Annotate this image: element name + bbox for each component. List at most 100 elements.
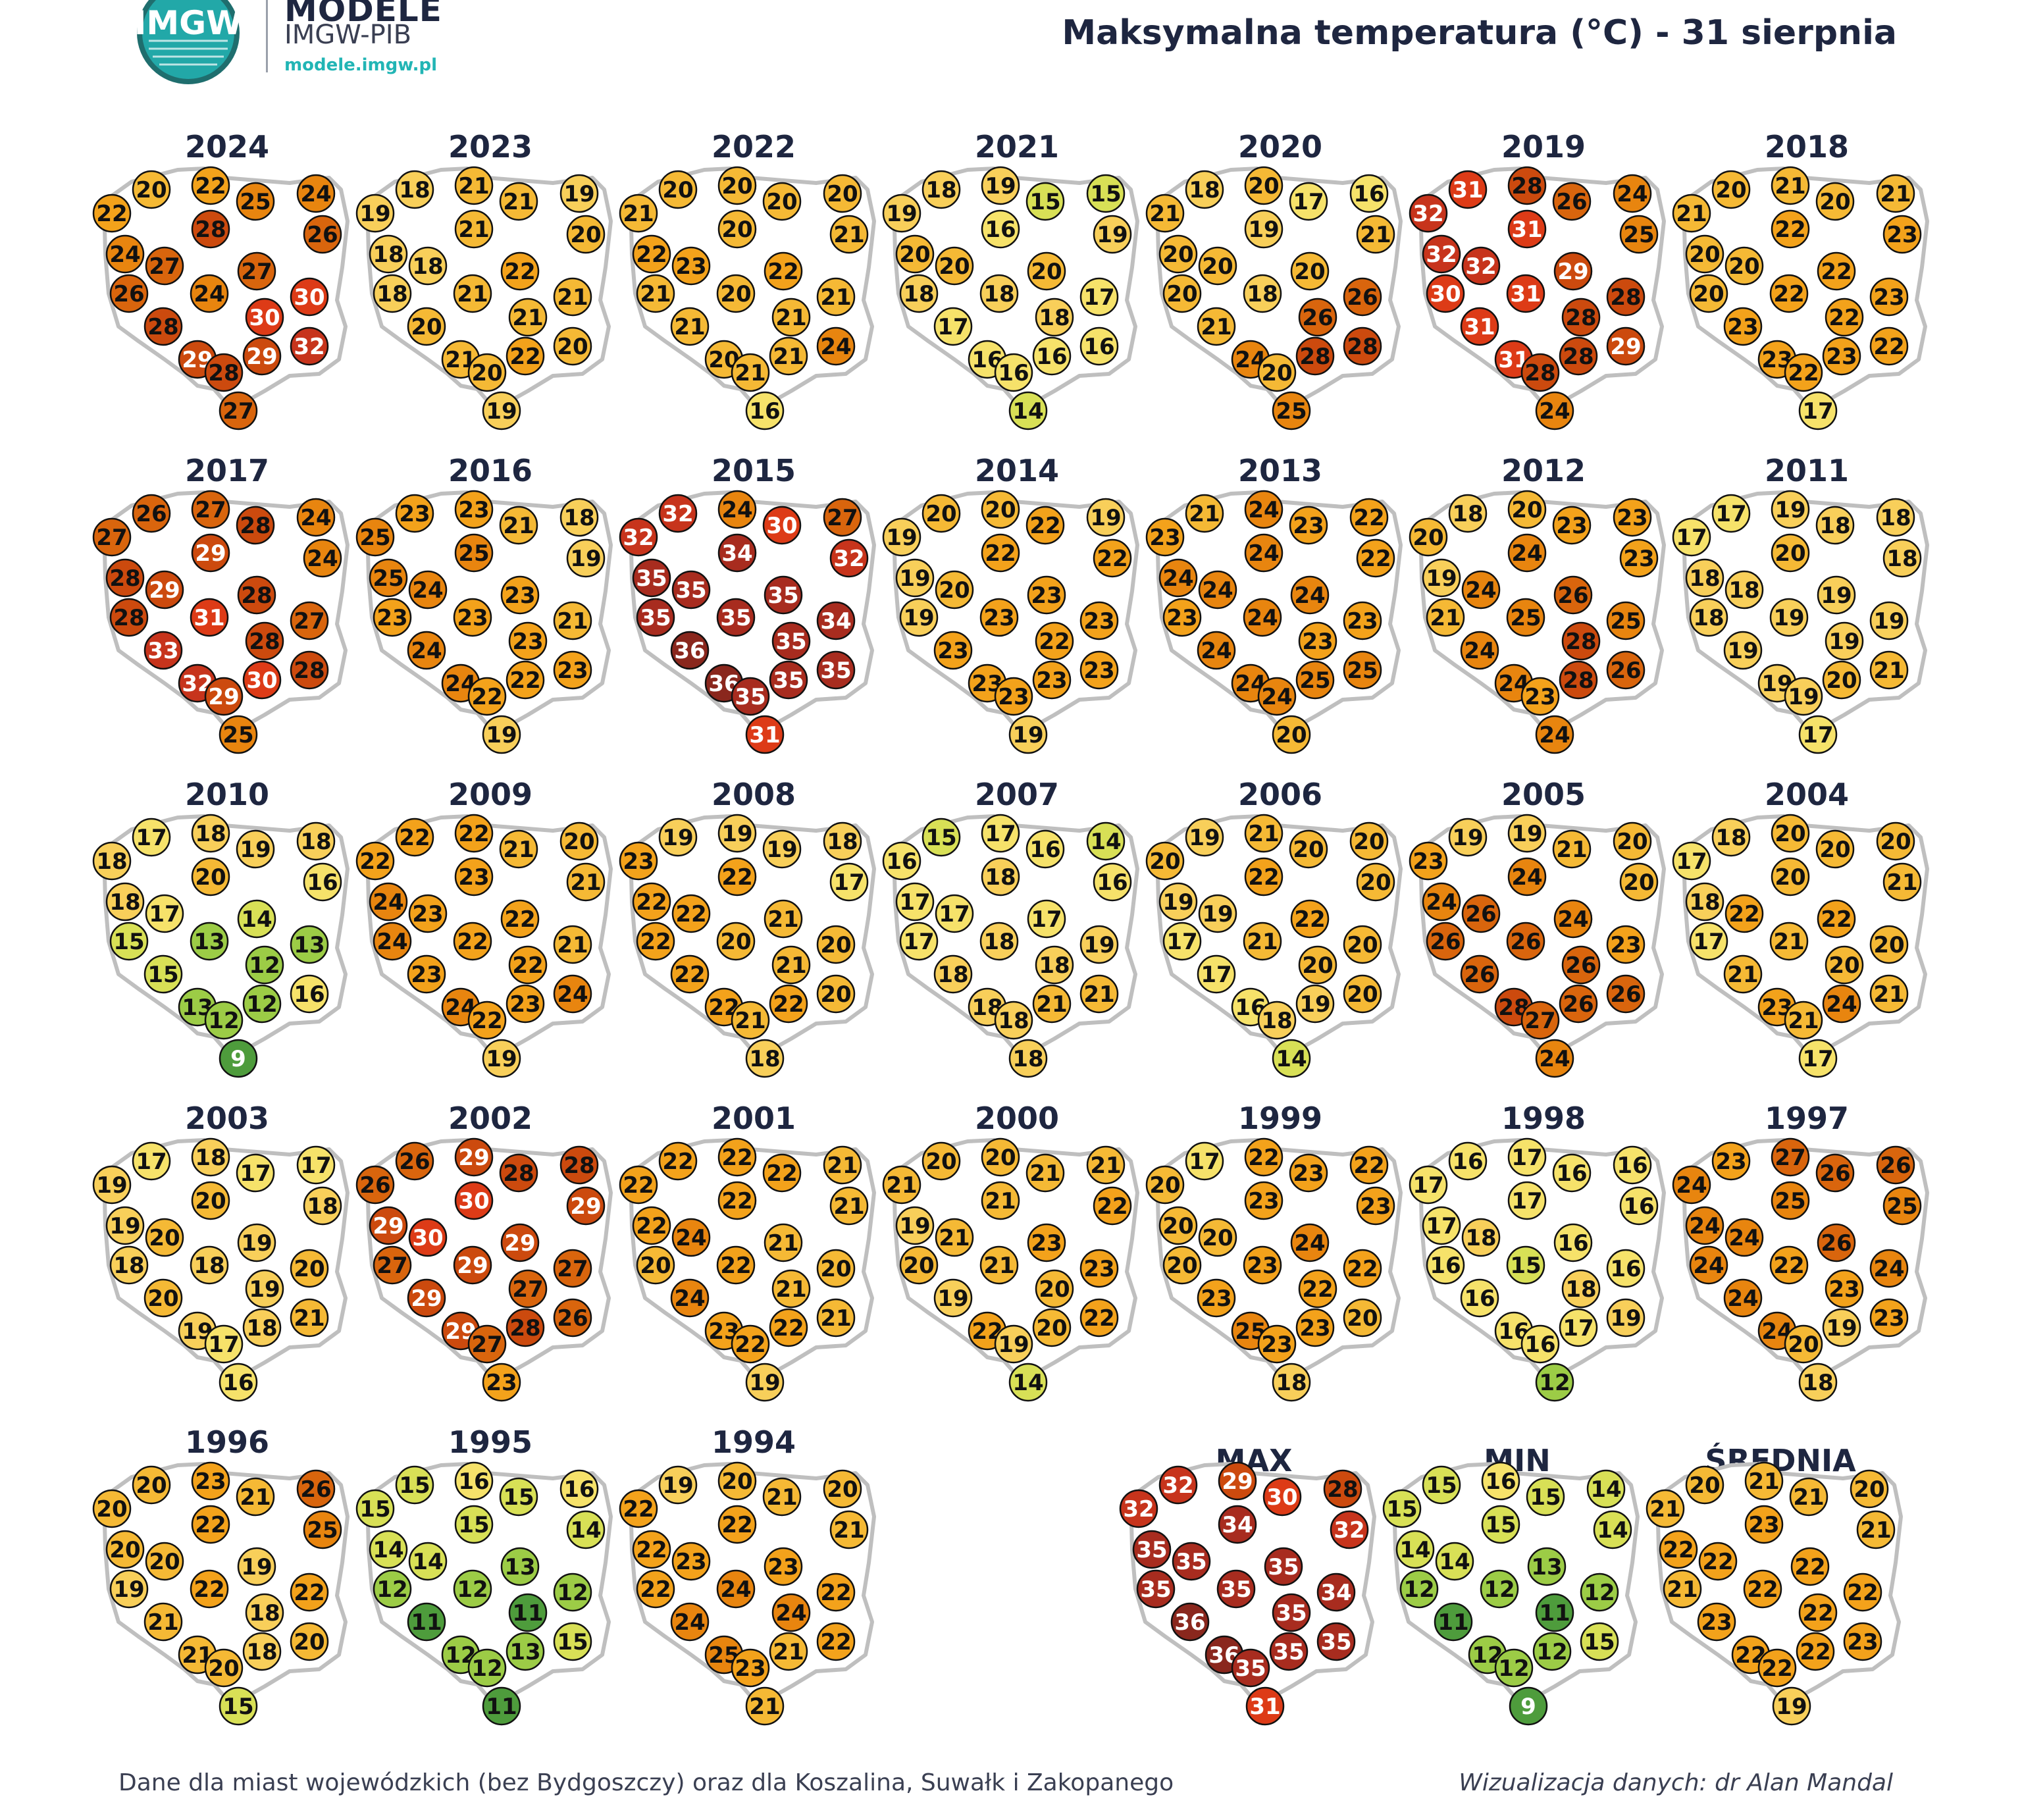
station-value: 18 (1012, 1046, 1043, 1072)
station-circle (981, 814, 1020, 853)
station-value: 24 (411, 638, 442, 664)
station-marker: 21 (1145, 194, 1185, 233)
station-circle (143, 954, 183, 994)
station-marker: 15 (553, 1622, 592, 1661)
station-value: 23 (937, 638, 968, 664)
station-value: 12 (1498, 1655, 1529, 1682)
station-circle (1132, 1530, 1172, 1569)
station-value: 17 (1511, 1188, 1542, 1214)
station-value: 19 (563, 181, 594, 207)
station-value: 20 (1360, 870, 1391, 896)
station-marker: 25 (1295, 660, 1335, 700)
station-circle (1876, 174, 1915, 213)
station-marker: 23 (1079, 601, 1119, 640)
station-marker: 22 (191, 1505, 230, 1544)
station-circle (1815, 829, 1855, 869)
station-circle (1197, 954, 1236, 994)
station-marker: 25 (303, 1510, 342, 1549)
station-circle (1244, 814, 1283, 853)
station-value: 23 (998, 684, 1029, 710)
station-circle (1798, 1039, 1838, 1078)
station-circle (1882, 1186, 1922, 1226)
station-value: 15 (458, 1512, 489, 1538)
station-marker: 19 (109, 1569, 149, 1609)
station-circle (1869, 1298, 1909, 1338)
station-circle (1869, 974, 1909, 1014)
station-marker: 17 (1027, 899, 1066, 939)
station-value: 16 (458, 1469, 489, 1495)
station-value: 19 (1090, 505, 1121, 531)
station-marker: 20 (716, 274, 756, 313)
station-circle (1145, 194, 1185, 233)
station-marker: 21 (636, 274, 675, 313)
station-value: 24 (1689, 1213, 1720, 1239)
station-value: 32 (1162, 1472, 1193, 1499)
station-marker: 16 (559, 1469, 599, 1509)
station-circle (979, 1245, 1019, 1285)
station-value: 21 (1886, 870, 1917, 896)
station-circle (369, 234, 408, 274)
station-marker: 22 (453, 922, 492, 961)
station-marker: 21 (1856, 1510, 1896, 1549)
station-circle (1552, 1153, 1592, 1193)
station-value: 22 (359, 848, 390, 875)
station-value: 23 (1715, 1149, 1746, 1175)
station-circle (1272, 391, 1311, 430)
station-circle (636, 1245, 675, 1285)
station-circle (355, 194, 395, 233)
station-value: 18 (1689, 565, 1720, 592)
station-value: 22 (1821, 906, 1852, 933)
station-marker: 23 (1356, 1186, 1395, 1226)
station-value: 35 (640, 605, 671, 631)
station-value: 17 (1715, 501, 1746, 527)
station-marker: 18 (1243, 274, 1282, 313)
station-value: 20 (1775, 540, 1805, 567)
station-value: 23 (1248, 1188, 1279, 1214)
station-circle (1817, 899, 1856, 939)
station-circle (829, 215, 869, 254)
station-circle (1086, 174, 1126, 213)
station-marker: 19 (1825, 621, 1864, 661)
station-value: 20 (1826, 667, 1857, 694)
station-circle (1032, 1308, 1072, 1347)
station-circle (1672, 517, 1711, 557)
station-value: 22 (1821, 259, 1852, 285)
station-value: 32 (1413, 201, 1443, 227)
station-circle (1535, 1593, 1574, 1632)
station-circle (1771, 490, 1810, 529)
station-marker: 17 (1689, 922, 1728, 961)
station-marker: 18 (190, 1245, 229, 1285)
station-marker: 22 (500, 899, 540, 939)
station-marker: 18 (994, 1001, 1033, 1040)
station-value: 20 (985, 1145, 1016, 1171)
station-circle (143, 307, 183, 346)
station-value: 16 (1464, 1286, 1495, 1312)
station-marker: 26 (1553, 575, 1593, 615)
station-marker: 32 (1330, 1510, 1369, 1549)
station-marker: 21 (143, 1602, 183, 1642)
station-value: 29 (570, 1193, 601, 1220)
station-circle (1262, 1477, 1302, 1517)
station-circle (369, 1206, 408, 1245)
station-value: 22 (640, 929, 671, 955)
station-circle (395, 818, 434, 857)
station-value: 32 (294, 334, 324, 360)
station-value: 16 (294, 981, 324, 1008)
station-circle (619, 1489, 658, 1528)
station-circle (994, 1001, 1033, 1040)
station-value: 31 (1511, 217, 1542, 243)
station-marker: 26 (1559, 984, 1598, 1024)
logo-brand: MODELE (284, 0, 442, 29)
station-circle (816, 650, 856, 690)
station-value: 18 (246, 1315, 277, 1341)
station-value: 27 (1524, 1008, 1555, 1034)
station-circle (454, 814, 494, 853)
station-value: 17 (208, 1332, 239, 1358)
station-value: 12 (557, 1580, 588, 1606)
station-marker: 25 (355, 517, 395, 557)
station-value: 19 (998, 1332, 1029, 1358)
station-circle (1882, 215, 1922, 254)
station-circle (1825, 621, 1864, 661)
summary-map-panel: MIN 15 15 16 15 14 14 14 14 15 13 12 12 12 11 11 15 12 12 1… (1382, 1424, 1652, 1734)
